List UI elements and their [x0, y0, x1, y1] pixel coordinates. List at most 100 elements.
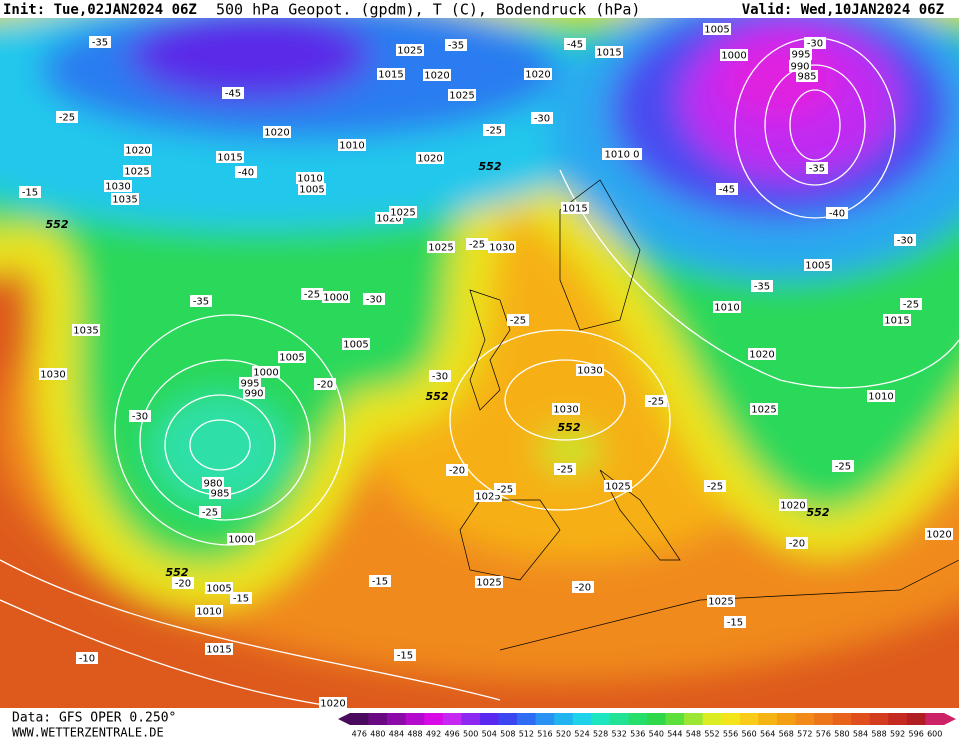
contour-label: -30: [366, 295, 382, 306]
label-box: [89, 36, 111, 48]
colorbar-label: 488: [407, 730, 422, 739]
label-box: [748, 348, 776, 360]
contour-label: -25: [469, 240, 485, 251]
label-box: [494, 483, 516, 495]
contour-label: -10: [79, 654, 95, 665]
label-box: [602, 148, 642, 160]
label-box: [779, 499, 807, 511]
contour-label: -35: [809, 164, 825, 175]
contour-label: -25: [497, 485, 513, 496]
contour-label: -45: [719, 185, 735, 196]
label-box: [894, 234, 916, 246]
contour-label: 985: [797, 72, 816, 83]
colorbar-label: 516: [537, 730, 552, 739]
colorbar-cell: [442, 713, 462, 725]
colorbar-label: 508: [500, 730, 515, 739]
label-box: [475, 576, 503, 588]
colorbar-label: 532: [612, 730, 627, 739]
contour-label: -15: [372, 577, 388, 588]
label-box: [483, 124, 505, 136]
geopotential-label: 552: [807, 506, 830, 519]
contour-label: 1020: [417, 154, 442, 165]
contour-label: -45: [225, 89, 241, 100]
colorbar-cell: [405, 713, 425, 725]
contour-label: 1010: [339, 141, 364, 152]
label-box: [789, 60, 811, 72]
contour-label: 990: [244, 389, 263, 400]
label-box: [298, 183, 326, 195]
colorbar-cell: [387, 713, 406, 725]
contour-label: -20: [175, 579, 191, 590]
label-box: [172, 577, 194, 589]
colorbar-label: 560: [741, 730, 756, 739]
label-box: [322, 291, 350, 303]
contour-label: 1025: [475, 492, 500, 503]
label-box: [111, 193, 139, 205]
colorbar-label: 540: [649, 730, 664, 739]
contour-label: 1030: [489, 243, 514, 254]
colorbar-cell: [888, 713, 908, 725]
label-box: [301, 288, 323, 300]
contour-label: 1035: [73, 326, 98, 337]
contour-label: -20: [449, 466, 465, 477]
geopotential-label: 552: [479, 160, 502, 173]
label-box: [124, 144, 152, 156]
contour-label: -35: [754, 282, 770, 293]
label-box: [448, 89, 476, 101]
contour-label: 1010: [714, 303, 739, 314]
label-box: [314, 378, 336, 390]
colorbar-label: 496: [444, 730, 459, 739]
contour-label: 1030: [577, 366, 602, 377]
colorbar-cell: [591, 713, 611, 725]
label-box: [900, 298, 922, 310]
label-box: [595, 46, 623, 58]
colorbar-label: 564: [760, 730, 775, 739]
contour-label: -30: [534, 114, 550, 125]
label-box: [222, 87, 244, 99]
contour-label: -15: [233, 594, 249, 605]
label-box: [205, 643, 233, 655]
contour-label: -25: [59, 113, 75, 124]
colorbar-cell: [350, 713, 369, 725]
colorbar-label: 480: [370, 730, 385, 739]
contour-label: 1010: [196, 607, 221, 618]
contour-label: -20: [789, 539, 805, 550]
label-box: [338, 139, 366, 151]
label-box: [296, 172, 324, 184]
contour-label: 1005: [805, 261, 830, 272]
contour-label: 1000: [323, 293, 348, 304]
contour-label: 1025: [708, 597, 733, 608]
contour-label: 1015: [206, 645, 231, 656]
colorbar-label: 476: [352, 730, 367, 739]
label-box: [488, 241, 516, 253]
label-box: [230, 592, 252, 604]
header-bar: [0, 0, 959, 18]
label-box: [466, 238, 488, 250]
label-box: [564, 38, 586, 50]
contour-label: -30: [897, 236, 913, 247]
contour-label: 1025: [605, 482, 630, 493]
label-box: [202, 477, 224, 489]
geopotential-label: 552: [46, 218, 69, 231]
colorbar-label: 484: [389, 730, 404, 739]
colorbar-label: 584: [853, 730, 868, 739]
label-box: [576, 364, 604, 376]
colorbar-cell: [758, 713, 778, 725]
contour-label: 1020: [125, 146, 150, 157]
label-box: [278, 351, 306, 363]
colorbar-label: 492: [426, 730, 441, 739]
colorbar-label: 592: [890, 730, 905, 739]
label-box: [76, 652, 98, 664]
colorbar-cell: [795, 713, 815, 725]
contour-label: 980: [203, 479, 222, 490]
contour-label: -35: [193, 297, 209, 308]
label-box: [790, 48, 812, 60]
label-box: [604, 480, 632, 492]
contour-label: 1005: [279, 353, 304, 364]
label-box: [750, 403, 778, 415]
colorbar-label: 576: [816, 730, 831, 739]
label-box: [369, 575, 391, 587]
label-box: [704, 480, 726, 492]
label-box: [72, 324, 100, 336]
